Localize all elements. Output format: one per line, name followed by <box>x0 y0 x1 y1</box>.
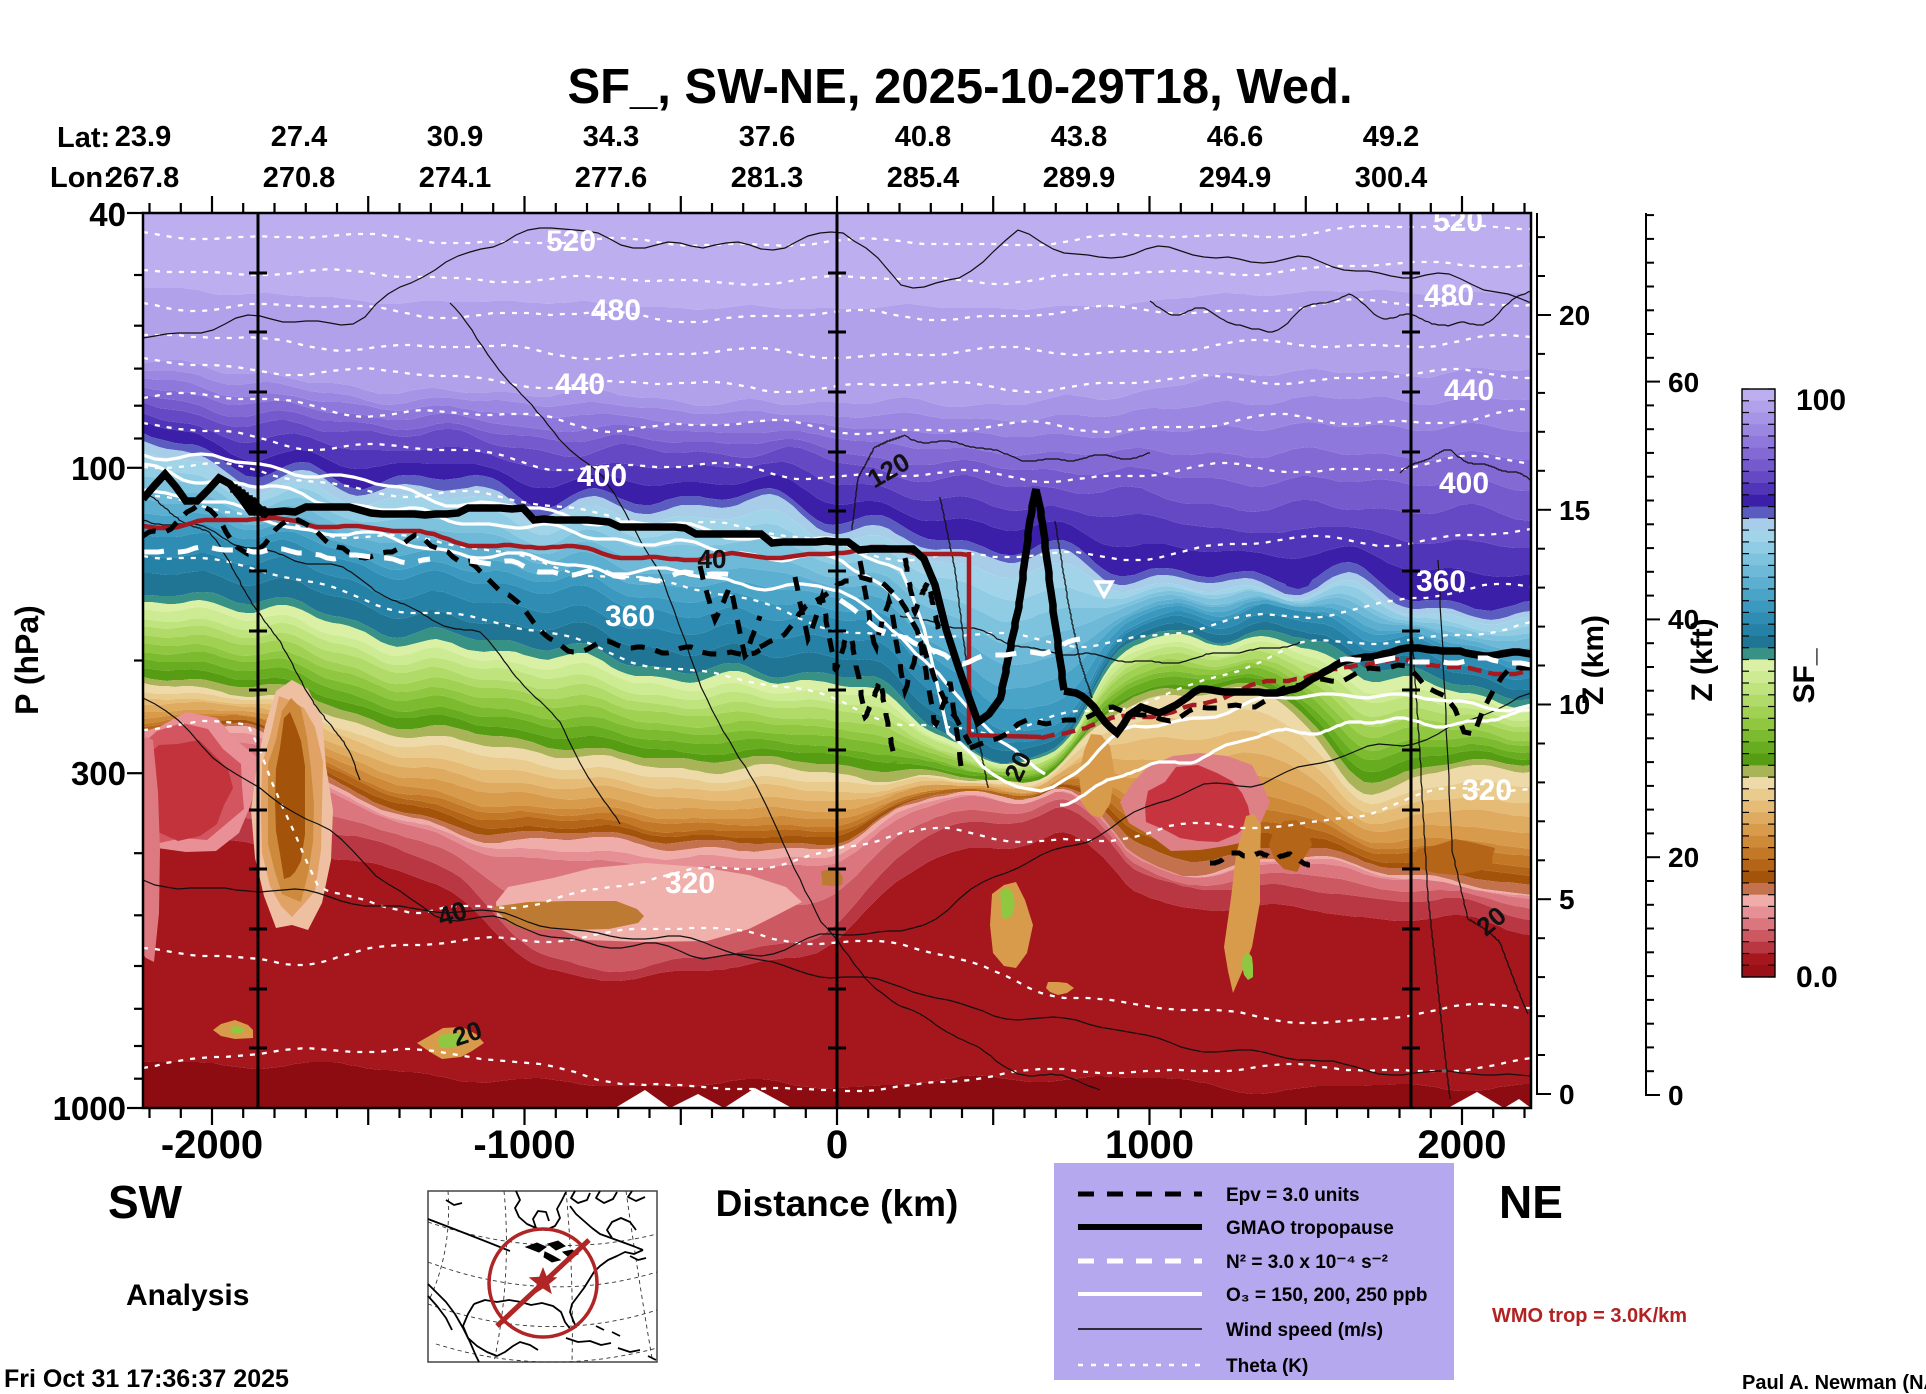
svg-text:300.4: 300.4 <box>1355 162 1428 194</box>
svg-text:GMAO tropopause: GMAO tropopause <box>1226 1218 1394 1239</box>
svg-text:27.4: 27.4 <box>271 121 327 153</box>
svg-text:440: 440 <box>1444 374 1494 407</box>
svg-text:Theta (K): Theta (K) <box>1226 1356 1308 1377</box>
svg-text:Fri Oct 31 17:36:37 2025: Fri Oct 31 17:36:37 2025 <box>4 1365 289 1393</box>
svg-text:Z (kft): Z (kft) <box>1686 618 1719 701</box>
svg-text:P (hPa): P (hPa) <box>9 605 45 715</box>
svg-text:-2000: -2000 <box>161 1123 263 1167</box>
svg-text:2000: 2000 <box>1418 1123 1507 1167</box>
svg-text:400: 400 <box>577 460 627 493</box>
svg-text:5: 5 <box>1559 884 1575 915</box>
svg-text:100: 100 <box>1796 384 1846 417</box>
svg-text:0.0: 0.0 <box>1796 961 1838 994</box>
svg-text:49.2: 49.2 <box>1363 121 1419 153</box>
svg-text:0: 0 <box>1668 1080 1684 1111</box>
svg-text:294.9: 294.9 <box>1199 162 1272 194</box>
svg-text:O₃ = 150, 200, 250 ppb: O₃ = 150, 200, 250 ppb <box>1226 1285 1428 1306</box>
svg-text:40: 40 <box>1668 604 1699 635</box>
svg-text:SF_: SF_ <box>1788 648 1821 703</box>
svg-text:40.8: 40.8 <box>895 121 951 153</box>
svg-text:320: 320 <box>665 867 715 900</box>
svg-text:Distance (km): Distance (km) <box>716 1183 959 1224</box>
svg-text:N² = 3.0 x 10⁻⁴ s⁻²: N² = 3.0 x 10⁻⁴ s⁻² <box>1226 1252 1388 1273</box>
svg-text:43.8: 43.8 <box>1051 121 1107 153</box>
svg-text:440: 440 <box>555 368 605 401</box>
svg-text:40: 40 <box>89 196 126 233</box>
svg-text:Wind speed (m/s): Wind speed (m/s) <box>1226 1320 1383 1341</box>
svg-text:Z (km): Z (km) <box>1577 615 1610 705</box>
svg-text:WMO trop = 3.0K/km: WMO trop = 3.0K/km <box>1492 1305 1687 1327</box>
svg-text:1000: 1000 <box>53 1090 126 1127</box>
svg-text:274.1: 274.1 <box>419 162 492 194</box>
svg-text:1000: 1000 <box>1105 1123 1194 1167</box>
svg-text:46.6: 46.6 <box>1207 121 1263 153</box>
svg-text:285.4: 285.4 <box>887 162 960 194</box>
svg-text:10: 10 <box>1559 689 1590 720</box>
svg-text:NE: NE <box>1499 1176 1563 1228</box>
svg-text:15: 15 <box>1559 495 1590 526</box>
svg-text:520: 520 <box>546 225 596 258</box>
svg-text:360: 360 <box>1416 565 1466 598</box>
svg-text:520: 520 <box>1433 205 1483 238</box>
svg-text:Lat:: Lat: <box>57 122 110 154</box>
svg-text:30.9: 30.9 <box>427 121 483 153</box>
svg-text:40: 40 <box>698 544 727 574</box>
svg-text:20: 20 <box>1668 842 1699 873</box>
svg-text:267.8: 267.8 <box>107 162 180 194</box>
svg-text:SW: SW <box>108 1176 183 1228</box>
svg-text:480: 480 <box>1424 279 1474 312</box>
svg-text:20: 20 <box>1559 300 1590 331</box>
svg-text:0: 0 <box>1559 1079 1575 1110</box>
svg-text:300: 300 <box>71 755 126 792</box>
svg-text:270.8: 270.8 <box>263 162 336 194</box>
svg-text:37.6: 37.6 <box>739 121 795 153</box>
svg-text:34.3: 34.3 <box>583 121 639 153</box>
svg-text:0: 0 <box>826 1123 848 1167</box>
svg-text:100: 100 <box>71 450 126 487</box>
svg-text:23.9: 23.9 <box>115 121 171 153</box>
svg-text:Analysis: Analysis <box>126 1279 249 1312</box>
svg-text:281.3: 281.3 <box>731 162 804 194</box>
svg-text:400: 400 <box>1439 467 1489 500</box>
svg-text:480: 480 <box>591 294 641 327</box>
svg-text:Epv = 3.0 units: Epv = 3.0 units <box>1226 1185 1360 1206</box>
svg-text:SF_, SW-NE, 2025-10-29T18, Wed: SF_, SW-NE, 2025-10-29T18, Wed. <box>567 60 1352 114</box>
svg-text:-1000: -1000 <box>473 1123 575 1167</box>
svg-text:277.6: 277.6 <box>575 162 648 194</box>
svg-text:Lon:: Lon: <box>50 162 113 194</box>
svg-text:320: 320 <box>1462 774 1512 807</box>
svg-text:60: 60 <box>1668 367 1699 398</box>
svg-text:Paul A. Newman (NASA: Paul A. Newman (NASA <box>1742 1372 1926 1394</box>
svg-text:289.9: 289.9 <box>1043 162 1116 194</box>
svg-text:360: 360 <box>605 600 655 633</box>
